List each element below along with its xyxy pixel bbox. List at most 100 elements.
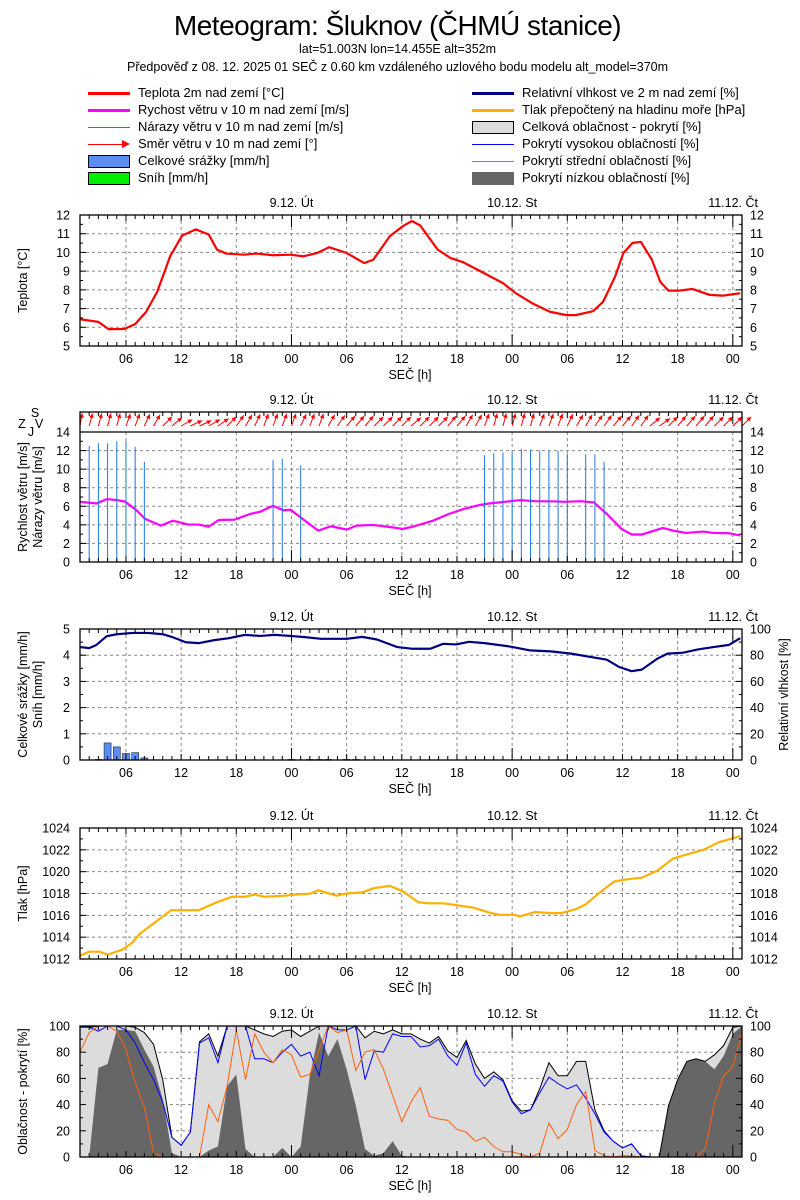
- y2-tick-label: 1018: [750, 887, 778, 901]
- y-axis-label: Tlak [hPa]: [16, 865, 30, 921]
- x-tick-label: 12: [174, 568, 188, 582]
- x-tick-label: 06: [340, 568, 354, 582]
- arrow-head: [406, 416, 411, 422]
- wind-direction-arrow: [732, 416, 743, 427]
- arrow-head: [167, 416, 172, 422]
- legend-swatch: [472, 119, 514, 135]
- wind-direction-arrow: [318, 413, 325, 427]
- x-tick-label: 00: [285, 568, 299, 582]
- x-tick-label: 18: [229, 568, 243, 582]
- legend-label: Nárazy větru v 10 m nad zemí [m/s]: [138, 119, 344, 134]
- compass-south-label: J: [28, 425, 34, 439]
- x-tick-label: 18: [671, 766, 685, 780]
- y-tick-label: 5: [63, 623, 70, 637]
- y-tick-label: 7: [63, 302, 70, 316]
- arrow-head: [708, 416, 714, 421]
- arrow-head: [214, 419, 220, 424]
- x-tick-label: 06: [340, 766, 354, 780]
- arrow-head: [107, 413, 112, 419]
- wind-direction-arrow: [438, 416, 449, 427]
- arrow-head: [283, 413, 288, 419]
- x-tick-label: 12: [395, 766, 409, 780]
- y-axis-label: Celkové srážky [mm/h]: [16, 631, 30, 757]
- legend-label: Celková oblačnost - pokrytí [%]: [522, 119, 702, 134]
- wind-direction-arrow: [272, 413, 279, 427]
- y2-tick-label: 100: [750, 623, 771, 637]
- x-tick-label: 18: [229, 965, 243, 979]
- date-label: 10.12. St: [487, 196, 538, 210]
- y2-tick-label: 60: [750, 675, 764, 689]
- x-tick-label: 00: [285, 352, 299, 366]
- y2-tick-label: 80: [750, 649, 764, 663]
- arrow-head: [256, 414, 261, 420]
- wind-direction-arrow: [116, 413, 122, 427]
- x-tick-label: 00: [726, 352, 740, 366]
- x-axis-label: SEČ [h]: [388, 980, 431, 995]
- date-label: 11.12. Čt: [708, 195, 758, 210]
- y-tick-label: 1014: [42, 931, 70, 945]
- arrow-head: [98, 413, 103, 419]
- wind-direction-arrow: [520, 413, 526, 427]
- compass-north-label: S: [31, 406, 39, 420]
- x-tick-label: 12: [616, 766, 630, 780]
- x-tick-label: 12: [174, 766, 188, 780]
- arrow-head: [512, 413, 517, 419]
- y2-tick-label: 9: [750, 265, 757, 279]
- y-tick-label: 0: [63, 754, 70, 768]
- arrow-head: [540, 413, 545, 419]
- date-label: 10.12. St: [487, 1007, 538, 1021]
- y2-tick-label: 2: [750, 537, 757, 551]
- wind-direction-arrow: [245, 414, 253, 427]
- x-tick-label: 18: [450, 568, 464, 582]
- y2-tick-label: 10: [750, 463, 764, 477]
- wind-direction-arrow: [88, 413, 94, 427]
- y-tick-label: 1020: [42, 865, 70, 879]
- legend-label: Sníh [mm/h]: [138, 170, 209, 185]
- wind-direction-arrow: [235, 415, 245, 427]
- wind-direction-arrow: [355, 415, 365, 427]
- legend-swatch: [472, 85, 514, 101]
- arrow-head: [387, 416, 393, 422]
- y2-tick-label: 100: [750, 1020, 771, 1034]
- plot-frame: [79, 411, 743, 563]
- y-tick-label: 0: [63, 556, 70, 570]
- low-cloud-area: [80, 1026, 742, 1157]
- wind-direction-arrow: [631, 415, 640, 427]
- y2-tick-label: 0: [750, 556, 757, 570]
- legend-swatch: [472, 153, 514, 169]
- arrow-head: [672, 416, 678, 422]
- arrow-head: [247, 414, 252, 420]
- wind-direction-arrow: [484, 413, 490, 427]
- wind-direction-arrow: [125, 413, 132, 427]
- x-tick-label: 06: [340, 1163, 354, 1177]
- arrow-head: [502, 413, 508, 419]
- arrow-head: [310, 413, 315, 419]
- wind-direction-arrow: [585, 414, 593, 427]
- arrow-head: [145, 414, 151, 420]
- arrow-head: [264, 413, 269, 419]
- y2-tick-label: 1022: [750, 843, 778, 857]
- arrow-head: [359, 416, 365, 421]
- wind-direction-arrow: [337, 415, 346, 427]
- y2-tick-label: 20: [750, 727, 764, 741]
- arrow-head: [223, 418, 229, 423]
- legend-swatch: [88, 170, 130, 186]
- arrow-head: [330, 414, 335, 420]
- date-label: 9.12. Út: [270, 195, 314, 210]
- wind-direction-arrow: [447, 415, 457, 427]
- x-tick-label: 18: [450, 1163, 464, 1177]
- compass-east-label: V: [35, 417, 44, 431]
- wind-direction-arrow: [511, 413, 517, 427]
- x-tick-label: 12: [174, 1163, 188, 1177]
- x-tick-label: 12: [395, 568, 409, 582]
- wind-direction-arrow: [364, 415, 374, 427]
- y2-tick-label: 8: [750, 481, 757, 495]
- y-tick-label: 100: [49, 1020, 70, 1034]
- arrow-head: [397, 416, 402, 422]
- wind-direction-arrow: [539, 413, 545, 427]
- x-tick-label: 12: [616, 1163, 630, 1177]
- y2-tick-label: 7: [750, 302, 757, 316]
- x-tick-label: 18: [450, 352, 464, 366]
- wind-direction-arrow: [465, 414, 474, 427]
- arrow-head: [155, 414, 161, 420]
